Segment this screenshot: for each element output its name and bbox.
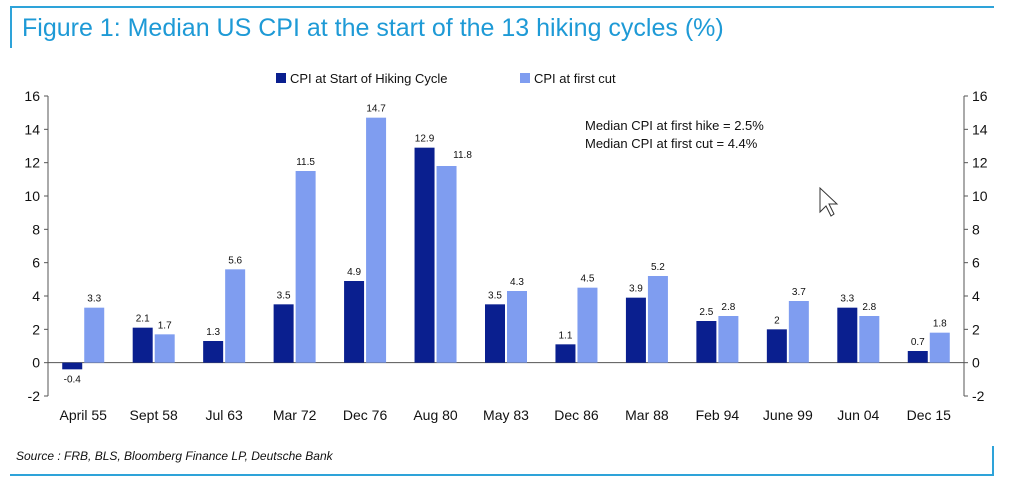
- bar-cpi-first-cut: [154, 334, 175, 363]
- data-label-cpi-first-cut: 11.8: [453, 150, 472, 161]
- y-tick-label-right: 8: [972, 221, 980, 237]
- bar-cpi-start-hiking: [907, 351, 928, 363]
- bar-cpi-first-cut: [577, 287, 598, 363]
- y-tick-label-right: 14: [972, 121, 988, 137]
- data-label-cpi-start-hiking: 3.5: [277, 290, 291, 301]
- x-tick-label: Aug 80: [413, 407, 458, 423]
- bar-cpi-first-cut: [436, 166, 457, 363]
- y-tick-label-left: 6: [32, 255, 40, 271]
- data-label-cpi-first-cut: 3.3: [87, 294, 101, 305]
- bar-cpi-first-cut: [788, 301, 809, 363]
- source-note: Source : FRB, BLS, Bloomberg Finance LP,…: [16, 449, 333, 463]
- bar-cpi-start-hiking: [62, 362, 83, 370]
- data-label-cpi-start-hiking: 2: [774, 315, 780, 326]
- x-tick-label: Jul 63: [205, 407, 243, 423]
- data-label-cpi-start-hiking: 2.1: [136, 314, 150, 325]
- bar-cpi-start-hiking: [273, 304, 294, 363]
- bar-cpi-start-hiking: [696, 321, 717, 363]
- y-tick-label-left: -2: [28, 388, 41, 404]
- bar-cpi-first-cut: [859, 316, 880, 363]
- y-tick-label-left: 10: [24, 188, 40, 204]
- y-tick-label-right: 4: [972, 288, 980, 304]
- data-label-cpi-first-cut: 1.8: [933, 319, 947, 330]
- data-label-cpi-start-hiking: -0.4: [64, 374, 82, 385]
- bar-cpi-start-hiking: [555, 344, 576, 363]
- x-tick-label: Dec 15: [907, 407, 952, 423]
- bar-cpi-start-hiking: [203, 341, 224, 363]
- data-label-cpi-start-hiking: 2.5: [699, 307, 713, 318]
- bar-cpi-start-hiking: [344, 281, 365, 363]
- y-tick-label-right: 12: [972, 155, 988, 171]
- x-tick-label: April 55: [59, 407, 107, 423]
- bar-cpi-start-hiking: [837, 307, 858, 363]
- data-label-cpi-first-cut: 11.5: [296, 157, 315, 168]
- data-label-cpi-first-cut: 14.7: [366, 104, 386, 115]
- data-label-cpi-start-hiking: 3.9: [629, 284, 643, 295]
- legend-swatch-cpi-first-cut: [520, 73, 530, 83]
- x-tick-label: Sept 58: [130, 407, 178, 423]
- frame-left-rule: [10, 6, 12, 48]
- x-tick-label: Dec 86: [554, 407, 599, 423]
- data-label-cpi-start-hiking: 12.9: [415, 134, 435, 145]
- data-label-cpi-first-cut: 5.2: [651, 262, 665, 273]
- data-label-cpi-first-cut: 4.5: [581, 274, 595, 285]
- x-tick-label: Dec 76: [343, 407, 388, 423]
- data-label-cpi-start-hiking: 0.7: [911, 337, 925, 348]
- data-label-cpi-start-hiking: 3.5: [488, 290, 502, 301]
- x-tick-label: Jun 04: [837, 407, 879, 423]
- data-label-cpi-first-cut: 3.7: [792, 287, 806, 298]
- annotation-median-first-cut: Median CPI at first cut = 4.4%: [585, 136, 758, 151]
- y-tick-label-left: 2: [32, 321, 40, 337]
- frame-right-rule: [992, 446, 994, 476]
- bar-cpi-first-cut: [225, 269, 246, 363]
- data-label-cpi-first-cut: 2.8: [721, 302, 735, 313]
- data-label-cpi-first-cut: 1.7: [158, 320, 172, 331]
- x-tick-label: Feb 94: [696, 407, 740, 423]
- y-tick-label-left: 8: [32, 221, 40, 237]
- x-tick-label: Mar 72: [273, 407, 317, 423]
- bar-cpi-start-hiking: [414, 147, 435, 363]
- x-tick-label: May 83: [483, 407, 529, 423]
- data-label-cpi-start-hiking: 4.9: [347, 267, 361, 278]
- bar-cpi-start-hiking: [485, 304, 505, 363]
- data-label-cpi-start-hiking: 1.1: [559, 330, 573, 341]
- frame-top-rule: [10, 6, 994, 8]
- y-tick-label-left: 0: [32, 355, 40, 371]
- y-tick-label-right: 16: [972, 88, 988, 104]
- bar-cpi-start-hiking: [132, 327, 153, 363]
- bar-cpi-first-cut: [366, 117, 387, 363]
- y-tick-label-right: 10: [972, 188, 988, 204]
- legend-label-cpi-first-cut: CPI at first cut: [534, 71, 616, 86]
- bar-cpi-first-cut: [647, 276, 668, 363]
- y-tick-label-left: 4: [32, 288, 40, 304]
- bar-cpi-start-hiking: [625, 297, 646, 363]
- x-tick-label: Mar 88: [625, 407, 669, 423]
- y-tick-label-right: 6: [972, 255, 980, 271]
- data-label-cpi-start-hiking: 3.3: [840, 294, 854, 305]
- y-tick-label-left: 16: [24, 88, 40, 104]
- data-label-cpi-first-cut: 5.6: [228, 255, 242, 266]
- data-label-cpi-start-hiking: 1.3: [206, 327, 220, 338]
- y-tick-label-right: 0: [972, 355, 980, 371]
- bar-cpi-first-cut: [929, 332, 950, 363]
- x-tick-label: June 99: [763, 407, 813, 423]
- legend-swatch-cpi-start-hiking: [276, 73, 286, 83]
- bar-cpi-first-cut: [507, 291, 527, 363]
- data-label-cpi-first-cut: 4.3: [510, 277, 524, 288]
- bar-cpi-first-cut: [84, 307, 105, 363]
- chart-title: Figure 1: Median US CPI at the start of …: [22, 14, 724, 42]
- frame-bottom-rule: [10, 474, 994, 476]
- mouse-cursor-icon: [819, 186, 839, 217]
- bar-cpi-first-cut: [295, 171, 316, 363]
- legend-label-cpi-start-hiking: CPI at Start of Hiking Cycle: [290, 71, 448, 86]
- data-label-cpi-first-cut: 2.8: [862, 302, 876, 313]
- y-tick-label-right: -2: [972, 388, 985, 404]
- y-tick-label-right: 2: [972, 321, 980, 337]
- annotation-median-first-hike: Median CPI at first hike = 2.5%: [585, 118, 764, 133]
- y-tick-label-left: 14: [24, 121, 40, 137]
- bar-cpi-first-cut: [718, 316, 739, 363]
- bar-cpi-start-hiking: [766, 329, 787, 363]
- y-tick-label-left: 12: [24, 155, 40, 171]
